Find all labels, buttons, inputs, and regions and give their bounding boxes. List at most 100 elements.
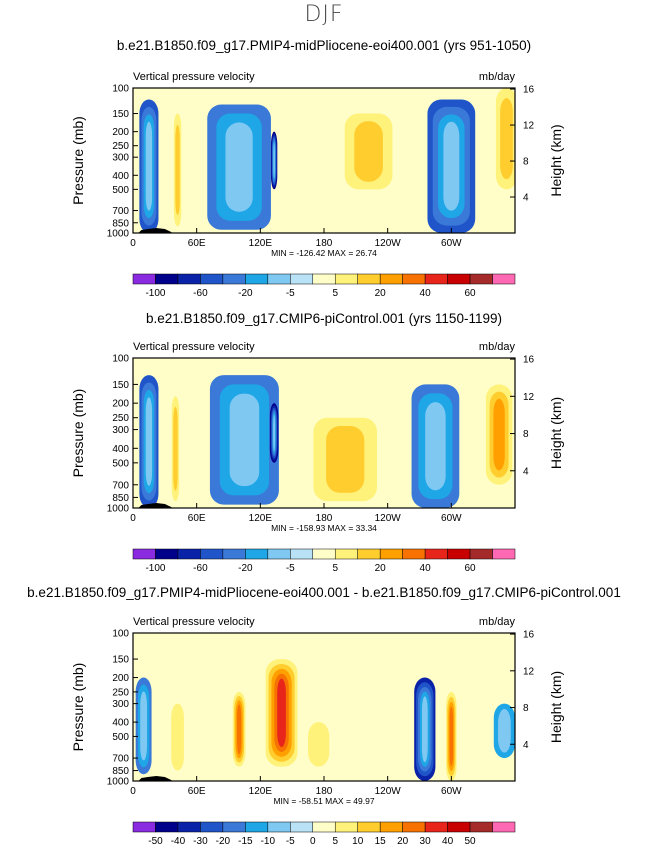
field-contour xyxy=(145,397,153,486)
right-axis-title: Height (km) xyxy=(548,671,564,743)
y-tick-label: 100 xyxy=(112,629,129,640)
colorbar-label: -20 xyxy=(238,288,253,299)
colorbar-swatch xyxy=(155,273,179,285)
right-tick-label: 16 xyxy=(523,630,535,641)
colorbar-label: 5 xyxy=(332,836,338,844)
field-contour xyxy=(173,406,178,491)
colorbar-swatch xyxy=(492,273,516,285)
y-tick-label: 150 xyxy=(112,380,129,391)
colorbar-label: -10 xyxy=(261,836,276,844)
colorbar-swatch xyxy=(334,821,358,833)
colorbar-label: 20 xyxy=(375,563,387,574)
y-tick-label: 400 xyxy=(112,718,129,729)
y-tick-label: 100 xyxy=(112,354,129,365)
colorbar-swatch xyxy=(469,548,493,560)
topography xyxy=(138,503,173,508)
y-tick-label: 300 xyxy=(112,699,129,710)
y-tick-label: 700 xyxy=(112,480,129,491)
colorbar-swatch xyxy=(200,548,224,560)
min-max-readout: MIN = -158.93 MAX = 33.34 xyxy=(271,523,377,533)
field-contour xyxy=(273,142,275,179)
right-tick-label: 8 xyxy=(523,429,529,440)
min-max-readout: MIN = -58.51 MAX = 49.97 xyxy=(273,796,374,806)
min-max-readout: MIN = -126.42 MAX = 26.74 xyxy=(271,248,377,258)
y-tick-label: 150 xyxy=(112,109,129,120)
right-tick-label: 4 xyxy=(523,466,529,477)
y-axis-title: Pressure (mb) xyxy=(70,663,86,752)
topography xyxy=(138,228,173,233)
colorbar-swatch xyxy=(267,548,291,560)
colorbar-label: -5 xyxy=(286,563,295,574)
chart-title: b.e21.B1850.f09_g17.PMIP4-midPliocene-eo… xyxy=(27,585,621,600)
colorbar-label: -5 xyxy=(286,288,295,299)
y-tick-label: 1000 xyxy=(107,504,130,515)
field-contour xyxy=(354,121,383,182)
field-contour xyxy=(236,704,242,755)
colorbar-swatch xyxy=(334,273,358,285)
colorbar-label: -50 xyxy=(148,836,163,844)
colorbar-swatch xyxy=(447,273,471,285)
field-contour xyxy=(225,122,253,212)
colorbar-label: -100 xyxy=(145,563,165,574)
field-contour xyxy=(277,678,286,748)
colorbar-swatch xyxy=(492,821,516,833)
colorbar-swatch xyxy=(402,821,426,833)
colorbar-swatch xyxy=(424,273,448,285)
field-contour xyxy=(326,426,365,493)
right-tick-label: 8 xyxy=(523,157,529,168)
colorbar-swatch xyxy=(245,821,269,833)
x-tick-label: 180 xyxy=(316,513,333,524)
chart-panel-1: b.e21.B1850.f09_g17.PMIP4-midPliocene-eo… xyxy=(70,38,564,299)
y-tick-label: 300 xyxy=(112,153,129,164)
x-tick-label: 60E xyxy=(188,238,206,249)
left-label: Vertical pressure velocity xyxy=(133,71,255,83)
colorbar-swatch xyxy=(222,273,246,285)
colorbar: -100 -60 -20 -5 5 20 40 60 xyxy=(132,548,516,574)
y-tick-label: 700 xyxy=(112,206,129,217)
colorbar-swatch xyxy=(290,273,314,285)
colorbar-swatch xyxy=(447,548,471,560)
colorbar-label: -40 xyxy=(171,836,186,844)
y-tick-label: 200 xyxy=(112,127,129,138)
colorbar-swatch xyxy=(155,821,179,833)
colorbar-swatch xyxy=(379,273,403,285)
colorbar-swatch xyxy=(469,273,493,285)
x-tick-label: 120W xyxy=(375,238,402,249)
field-contour xyxy=(498,709,511,753)
right-tick-label: 4 xyxy=(523,740,529,751)
colorbar-swatch xyxy=(177,548,201,560)
y-tick-label: 850 xyxy=(112,493,129,504)
colorbar-swatch xyxy=(177,273,201,285)
right-tick-label: 16 xyxy=(523,85,535,96)
y-tick-label: 1000 xyxy=(107,777,130,788)
y-tick-label: 150 xyxy=(112,655,129,666)
right-tick-label: 8 xyxy=(523,703,529,714)
field-contour xyxy=(145,121,153,211)
colorbar-label: 20 xyxy=(375,288,387,299)
colorbar-label: -100 xyxy=(145,288,165,299)
x-tick-label: 120E xyxy=(249,786,273,797)
chart-panel-3: b.e21.B1850.f09_g17.PMIP4-midPliocene-eo… xyxy=(27,585,621,844)
colorbar-label: 20 xyxy=(397,836,409,844)
y-tick-label: 700 xyxy=(112,754,129,765)
y-axis-title: Pressure (mb) xyxy=(70,389,86,478)
colorbar-label: -30 xyxy=(193,836,208,844)
colorbar-label: 5 xyxy=(332,563,338,574)
colorbar-label: 30 xyxy=(420,836,432,844)
field-contour xyxy=(443,121,460,211)
x-tick-label: 0 xyxy=(130,513,136,524)
left-label: Vertical pressure velocity xyxy=(133,616,255,628)
colorbar-label: 60 xyxy=(464,563,476,574)
chart-panel-2: b.e21.B1850.f09_g17.CMIP6-piControl.001 … xyxy=(70,311,564,574)
page-title: DJF xyxy=(304,2,344,27)
y-tick-label: 100 xyxy=(112,84,129,95)
y-tick-label: 500 xyxy=(112,185,129,196)
colorbar-label: -20 xyxy=(238,563,253,574)
x-tick-label: 180 xyxy=(316,786,333,797)
x-tick-label: 120E xyxy=(249,513,273,524)
y-tick-label: 250 xyxy=(112,413,129,424)
y-tick-label: 300 xyxy=(112,425,129,436)
field-contour xyxy=(140,691,148,761)
y-tick-label: 200 xyxy=(112,399,129,410)
colorbar: -50 -40 -30 -20 -15 -10 -5 0 5 10 15 20 30 40 50 xyxy=(132,821,516,844)
